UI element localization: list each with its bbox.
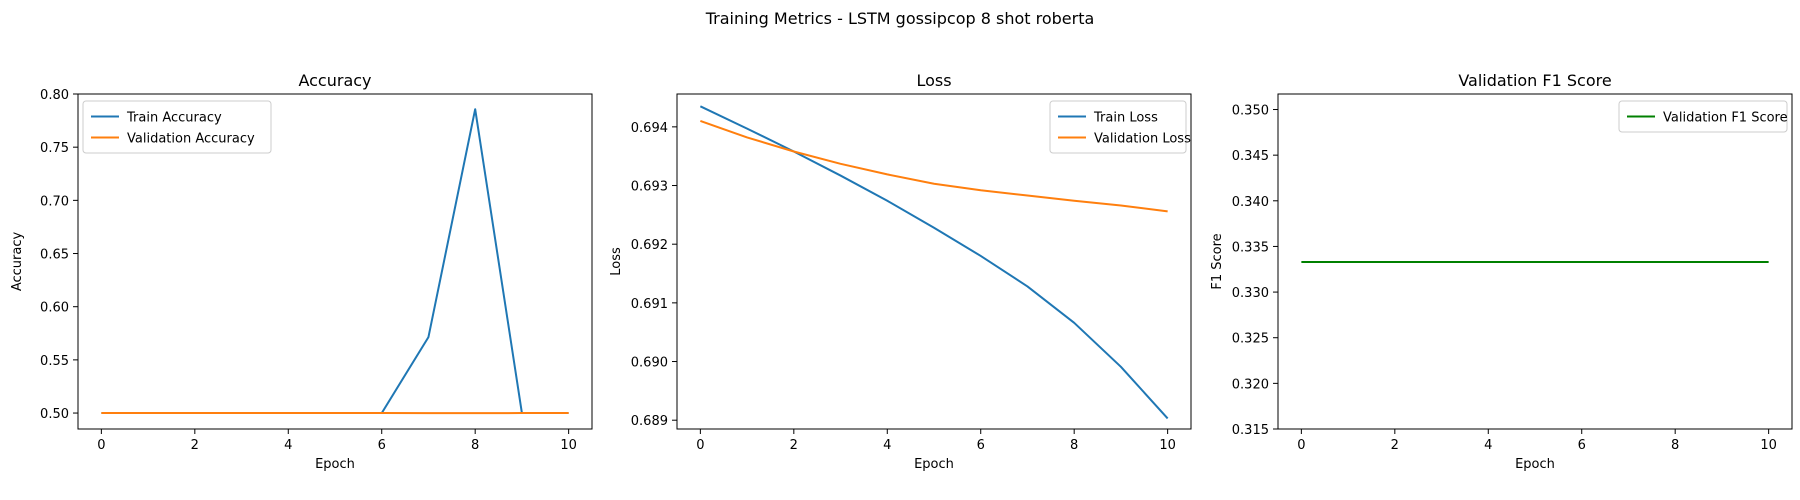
legend: Train Accuracy Validation Accuracy	[82, 100, 272, 154]
y-tick-label: 0.691	[631, 297, 668, 312]
subplot-3: Validation F1 Score 0 2 4 6 8 10 0.315 0.320 0.32…	[1210, 71, 1793, 472]
y-tick-label: 0.50	[40, 407, 69, 422]
series-line-train-accuracy	[101, 108, 569, 415]
figure-title: Training Metrics - LSTM gossipcop 8 shot…	[705, 9, 1095, 28]
y-tick-label: 0.690	[631, 356, 668, 371]
legend-box	[1618, 100, 1788, 133]
x-tick-label: 2	[191, 438, 199, 453]
legend-label: Validation F1 Score	[1663, 111, 1788, 126]
y-tick-label: 0.70	[40, 194, 69, 209]
x-tick-label: 2	[1391, 438, 1399, 453]
axes-frame	[676, 93, 1192, 430]
x-tick-label: 8	[471, 438, 479, 453]
x-tick-label: 4	[883, 438, 891, 453]
x-tick-label: 4	[1484, 438, 1492, 453]
y-tick-label: 0.315	[1232, 423, 1269, 438]
y-tick-label: 0.694	[631, 121, 668, 136]
axes-frame	[77, 93, 593, 430]
legend: Train Loss Validation Loss	[1049, 100, 1191, 154]
y-tick-label: 0.65	[40, 248, 69, 263]
x-tick-label: 4	[284, 438, 292, 453]
x-axis-label: Epoch	[315, 457, 355, 472]
legend-label: Train Loss	[1093, 111, 1158, 126]
y-tick-label: 0.340	[1232, 195, 1269, 210]
x-tick-label: 8	[1070, 438, 1078, 453]
subplot-2: Loss 0 2 4 6 8 10 0.689 0.690 0.691 0.692 0.693 0.69…	[609, 71, 1192, 472]
x-tick-label: 8	[1671, 438, 1679, 453]
legend: Validation F1 Score	[1618, 100, 1788, 133]
y-axis-label: Loss	[609, 247, 624, 276]
y-tick-label: 0.80	[40, 88, 69, 103]
y-tick-label: 0.55	[40, 354, 69, 369]
x-tick-label: 10	[1159, 438, 1176, 453]
subplot-title: Accuracy	[298, 71, 371, 90]
y-tick-label: 0.320	[1232, 377, 1269, 392]
x-tick-label: 6	[977, 438, 985, 453]
x-tick-label: 0	[696, 438, 704, 453]
y-tick-label: 0.75	[40, 141, 69, 156]
subplots: Accuracy 0 2 4 6 8 10 0.50 0.55 0.60 0.65 0.70 0.75 0…	[10, 71, 1793, 472]
series-line-train-loss	[699, 105, 1169, 420]
legend-label: Validation Accuracy	[127, 132, 255, 147]
y-tick-label: 0.60	[40, 301, 69, 316]
subplot-title: Loss	[916, 71, 951, 90]
x-axis-label: Epoch	[914, 457, 954, 472]
subplot-title: Validation F1 Score	[1458, 71, 1611, 90]
y-tick-label: 0.350	[1232, 104, 1269, 119]
x-tick-label: 0	[1297, 438, 1305, 453]
legend-label: Train Accuracy	[126, 111, 222, 126]
legend-label: Validation Loss	[1094, 132, 1191, 147]
legend-box	[1049, 100, 1187, 154]
x-tick-label: 10	[1760, 438, 1777, 453]
x-axis-label: Epoch	[1515, 457, 1555, 472]
y-tick-label: 0.335	[1232, 240, 1269, 255]
y-tick-label: 0.693	[631, 180, 668, 195]
x-tick-label: 6	[378, 438, 386, 453]
y-tick-label: 0.692	[631, 238, 668, 253]
y-tick-label: 0.689	[631, 414, 668, 429]
x-tick-label: 10	[560, 438, 577, 453]
y-tick-label: 0.345	[1232, 149, 1269, 164]
y-tick-label: 0.330	[1232, 286, 1269, 301]
series-line-validation-loss	[700, 120, 1168, 213]
subplot-1: Accuracy 0 2 4 6 8 10 0.50 0.55 0.60 0.65 0.70 0.75 0…	[10, 71, 593, 472]
y-tick-label: 0.325	[1232, 332, 1269, 347]
x-tick-label: 6	[1578, 438, 1586, 453]
y-axis-label: Accuracy	[10, 232, 25, 292]
x-tick-label: 2	[790, 438, 798, 453]
x-tick-label: 0	[97, 438, 105, 453]
axes-frame	[1277, 93, 1793, 430]
legend-box	[82, 100, 272, 154]
y-axis-label: F1 Score	[1210, 233, 1225, 289]
